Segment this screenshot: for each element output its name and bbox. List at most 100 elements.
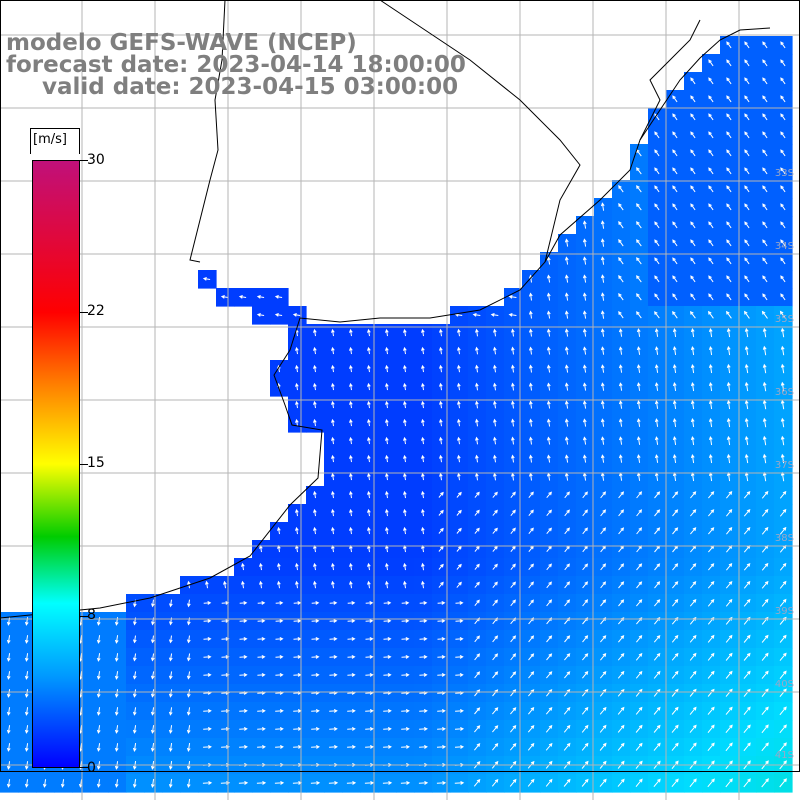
wind-arrow — [259, 580, 263, 589]
wind-arrow — [239, 709, 248, 713]
wind-arrow — [653, 652, 661, 661]
wind-arrow — [708, 491, 715, 499]
wind-arrow — [762, 381, 767, 392]
wind-arrow — [349, 328, 353, 337]
wind-arrow — [564, 599, 571, 607]
wind-arrow — [403, 562, 407, 571]
wind-arrow — [779, 598, 787, 607]
wind-arrow — [546, 292, 551, 301]
wind-arrow — [349, 526, 353, 535]
wind-arrow — [582, 527, 588, 535]
wind-arrow — [349, 382, 353, 391]
wind-arrow — [6, 653, 11, 662]
wind-arrow — [672, 293, 678, 301]
wind-arrow — [203, 655, 212, 659]
wind-arrow — [528, 418, 533, 427]
wind-arrow — [493, 472, 497, 481]
wind-arrow — [421, 508, 425, 517]
wind-arrow — [331, 436, 335, 445]
wind-arrow — [725, 310, 732, 319]
wind-arrow — [726, 41, 732, 49]
wind-arrow — [492, 527, 498, 534]
wind-arrow — [493, 400, 497, 409]
wind-arrow — [743, 580, 751, 589]
wind-arrow — [671, 724, 679, 733]
wind-arrow — [708, 275, 714, 283]
wind-arrow — [439, 472, 443, 481]
wind-arrow — [455, 709, 464, 713]
wind-arrow — [367, 508, 371, 517]
wind-arrow — [582, 418, 587, 427]
wind-arrow — [6, 671, 11, 680]
wind-arrow — [313, 526, 317, 535]
wind-arrow — [132, 689, 137, 698]
wind-arrow — [205, 580, 209, 589]
wind-arrow — [365, 601, 374, 605]
wind-arrow — [186, 743, 191, 752]
wind-arrow — [490, 313, 499, 317]
wind-arrow — [600, 581, 607, 589]
wind-arrow — [726, 149, 732, 157]
wind-arrow — [385, 364, 389, 373]
wind-arrow — [349, 418, 353, 427]
wind-arrow — [690, 399, 695, 410]
wind-arrow — [618, 563, 625, 571]
wind-arrow — [437, 637, 446, 641]
wind-arrow — [726, 527, 733, 535]
wind-arrow — [654, 239, 660, 247]
wind-arrow — [186, 707, 191, 716]
wind-arrow — [347, 619, 356, 623]
wind-arrow — [457, 364, 461, 373]
wind-arrow — [726, 77, 732, 85]
wind-arrow — [618, 346, 623, 355]
wind-arrow — [96, 635, 101, 644]
wind-arrow — [311, 637, 320, 641]
wind-arrow — [654, 400, 659, 409]
wind-arrow — [457, 418, 461, 427]
wind-arrow — [726, 113, 732, 121]
wind-arrow — [493, 346, 497, 355]
wind-arrow — [618, 257, 624, 265]
wind-arrow — [365, 727, 374, 731]
wind-arrow — [436, 745, 447, 749]
wind-arrow — [636, 167, 642, 175]
wind-arrow — [618, 581, 625, 589]
wind-arrow — [475, 382, 479, 391]
wind-arrow — [150, 725, 155, 734]
wind-arrow — [743, 508, 751, 517]
wind-arrow — [349, 346, 353, 355]
wind-arrow — [364, 781, 375, 785]
wind-arrow — [744, 131, 750, 139]
wind-arrow — [492, 491, 498, 498]
wind-arrow — [689, 598, 697, 607]
wind-arrow — [636, 239, 642, 247]
wind-arrow — [600, 563, 607, 571]
wind-arrow — [367, 400, 371, 409]
wind-arrow — [24, 725, 29, 734]
colorbar-tick-0: 0 — [87, 760, 96, 776]
wind-arrow — [707, 598, 715, 607]
wind-arrow — [6, 617, 11, 626]
wind-arrow — [582, 509, 588, 517]
wind-arrow — [367, 346, 371, 355]
wind-arrow — [403, 526, 407, 535]
model-title: modelo GEFS-WAVE (NCEP) — [6, 30, 357, 56]
wind-arrow — [168, 725, 173, 734]
wind-arrow — [744, 113, 750, 121]
wind-arrow — [744, 381, 749, 392]
wind-arrow — [653, 670, 661, 679]
wind-arrow — [672, 527, 679, 535]
wind-arrow — [618, 382, 623, 391]
wind-arrow — [313, 562, 317, 571]
wind-arrow — [454, 745, 465, 749]
wind-arrow — [331, 328, 335, 337]
colorbar-tick-15: 15 — [87, 455, 105, 471]
wind-arrow — [313, 400, 317, 409]
wind-arrow — [654, 346, 659, 355]
wind-arrow — [618, 454, 623, 463]
wind-arrow — [472, 313, 481, 317]
lat-label: 39S — [774, 606, 794, 617]
wind-arrow — [744, 221, 750, 229]
wind-arrow — [455, 637, 464, 641]
wind-arrow — [762, 435, 767, 446]
